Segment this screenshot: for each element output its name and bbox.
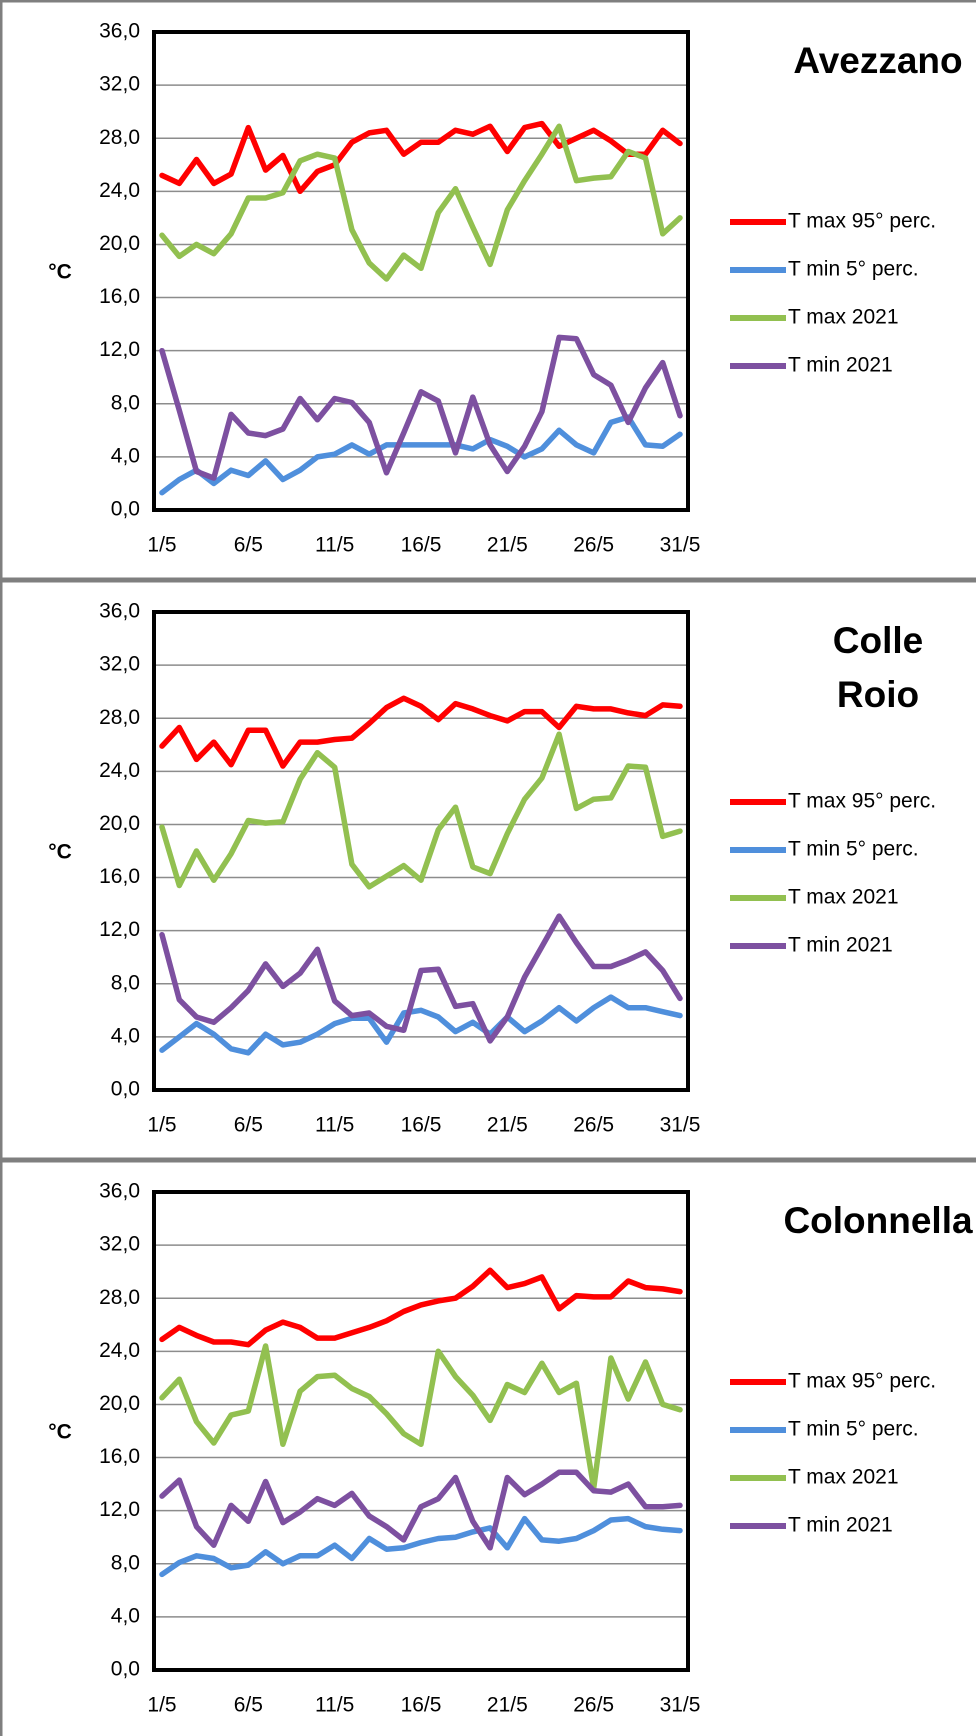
legend-label: T max 2021 — [788, 886, 899, 909]
chart-panel: 0,0 4,0 8,0 12,0 16,0 20,0 24,0 28,0 32,0 36,0 1/5… — [0, 579, 976, 1161]
x-tick-label: 1/5 — [147, 1114, 176, 1137]
x-tick-label: 21/5 — [487, 1694, 528, 1717]
y-tick-label: 16,0 — [99, 285, 140, 308]
y-tick-label: 32,0 — [99, 73, 140, 96]
y-tick-label: 28,0 — [99, 126, 140, 149]
y-tick-label: 36,0 — [99, 600, 140, 623]
plot-frame — [152, 1190, 690, 1672]
legend-label: T min 5° perc. — [788, 838, 919, 861]
legend-label: T min 2021 — [788, 1514, 893, 1537]
y-tick-label: 16,0 — [99, 1445, 140, 1468]
x-tick-label: 26/5 — [573, 1114, 614, 1137]
x-tick-label: 1/5 — [147, 1694, 176, 1717]
legend-label: T max 95° perc. — [788, 790, 936, 813]
x-tick-label: 16/5 — [401, 1114, 442, 1137]
y-tick-label: 0,0 — [111, 1658, 140, 1681]
y-tick-label: 32,0 — [99, 653, 140, 676]
x-tick-label: 31/5 — [660, 1694, 701, 1717]
data-line — [159, 1469, 683, 1551]
y-tick-label: 28,0 — [99, 1286, 140, 1309]
x-tick-label: 26/5 — [573, 1694, 614, 1717]
y-tick-label: 20,0 — [99, 232, 140, 255]
x-tick-label: 6/5 — [234, 534, 263, 557]
x-tick-label: 21/5 — [487, 534, 528, 557]
legend-label: T min 5° perc. — [788, 1418, 919, 1441]
y-tick-label: 12,0 — [99, 1498, 140, 1521]
y-tick-label: 24,0 — [99, 1339, 140, 1362]
x-tick-label: 31/5 — [660, 1114, 701, 1137]
y-tick-label: 24,0 — [99, 759, 140, 782]
y-tick-label: 12,0 — [99, 918, 140, 941]
legend-label: T min 2021 — [788, 934, 893, 957]
data-line — [159, 334, 683, 481]
data-line — [159, 913, 683, 1044]
plot-frame — [152, 610, 690, 1092]
chart-panel: 0,0 4,0 8,0 12,0 16,0 20,0 24,0 28,0 32,0 36,0 1/5… — [0, 0, 976, 581]
legend-label: T max 2021 — [788, 306, 899, 329]
legend-label: T max 95° perc. — [788, 1370, 936, 1393]
y-axis-label: °C — [48, 841, 72, 864]
x-tick-label: 6/5 — [234, 1114, 263, 1137]
y-tick-label: 8,0 — [111, 1551, 140, 1574]
y-tick-label: 0,0 — [111, 498, 140, 521]
x-tick-label: 11/5 — [315, 1694, 354, 1717]
data-line — [159, 695, 683, 769]
y-tick-label: 4,0 — [111, 1604, 140, 1627]
chart-title: Avezzano — [793, 40, 963, 81]
y-tick-label: 32,0 — [99, 1233, 140, 1256]
x-tick-label: 6/5 — [234, 1694, 263, 1717]
data-line — [159, 123, 683, 282]
legend-label: T max 95° perc. — [788, 210, 936, 233]
data-line — [159, 731, 683, 890]
x-tick-label: 31/5 — [660, 534, 701, 557]
data-line — [159, 120, 683, 195]
x-tick-label: 21/5 — [487, 1114, 528, 1137]
legend-label: T max 2021 — [788, 1466, 899, 1489]
chart-title: Colonnella — [783, 1200, 973, 1241]
data-line — [159, 1515, 683, 1578]
x-tick-label: 11/5 — [315, 1114, 354, 1137]
y-axis-label: °C — [48, 261, 72, 284]
y-tick-label: 8,0 — [111, 971, 140, 994]
y-tick-label: 12,0 — [99, 338, 140, 361]
y-tick-label: 8,0 — [111, 391, 140, 414]
plot-frame — [152, 30, 690, 512]
data-line — [159, 1267, 683, 1348]
x-tick-label: 1/5 — [147, 534, 176, 557]
y-tick-label: 20,0 — [99, 812, 140, 835]
y-tick-label: 4,0 — [111, 444, 140, 467]
y-tick-label: 36,0 — [99, 1180, 140, 1203]
x-tick-label: 26/5 — [573, 534, 614, 557]
chart-title: Colle Roio — [832, 620, 924, 715]
y-tick-label: 36,0 — [99, 20, 140, 43]
y-tick-label: 0,0 — [111, 1078, 140, 1101]
data-line — [159, 1343, 683, 1491]
y-tick-label: 20,0 — [99, 1392, 140, 1415]
y-axis-label: °C — [48, 1421, 72, 1444]
x-tick-label: 16/5 — [401, 1694, 442, 1717]
chart-panel: 0,0 4,0 8,0 12,0 16,0 20,0 24,0 28,0 32,0 36,0 1/5… — [0, 1159, 976, 1736]
legend-label: T min 2021 — [788, 354, 893, 377]
y-tick-label: 24,0 — [99, 179, 140, 202]
y-tick-label: 4,0 — [111, 1024, 140, 1047]
x-tick-label: 11/5 — [315, 534, 354, 557]
y-tick-label: 28,0 — [99, 706, 140, 729]
data-line — [159, 994, 683, 1056]
panel-frame — [0, 579, 976, 1161]
legend-label: T min 5° perc. — [788, 258, 919, 281]
data-line — [159, 414, 683, 496]
x-tick-label: 16/5 — [401, 534, 442, 557]
y-tick-label: 16,0 — [99, 865, 140, 888]
panel-frame — [0, 0, 976, 581]
panel-frame — [0, 1159, 976, 1736]
